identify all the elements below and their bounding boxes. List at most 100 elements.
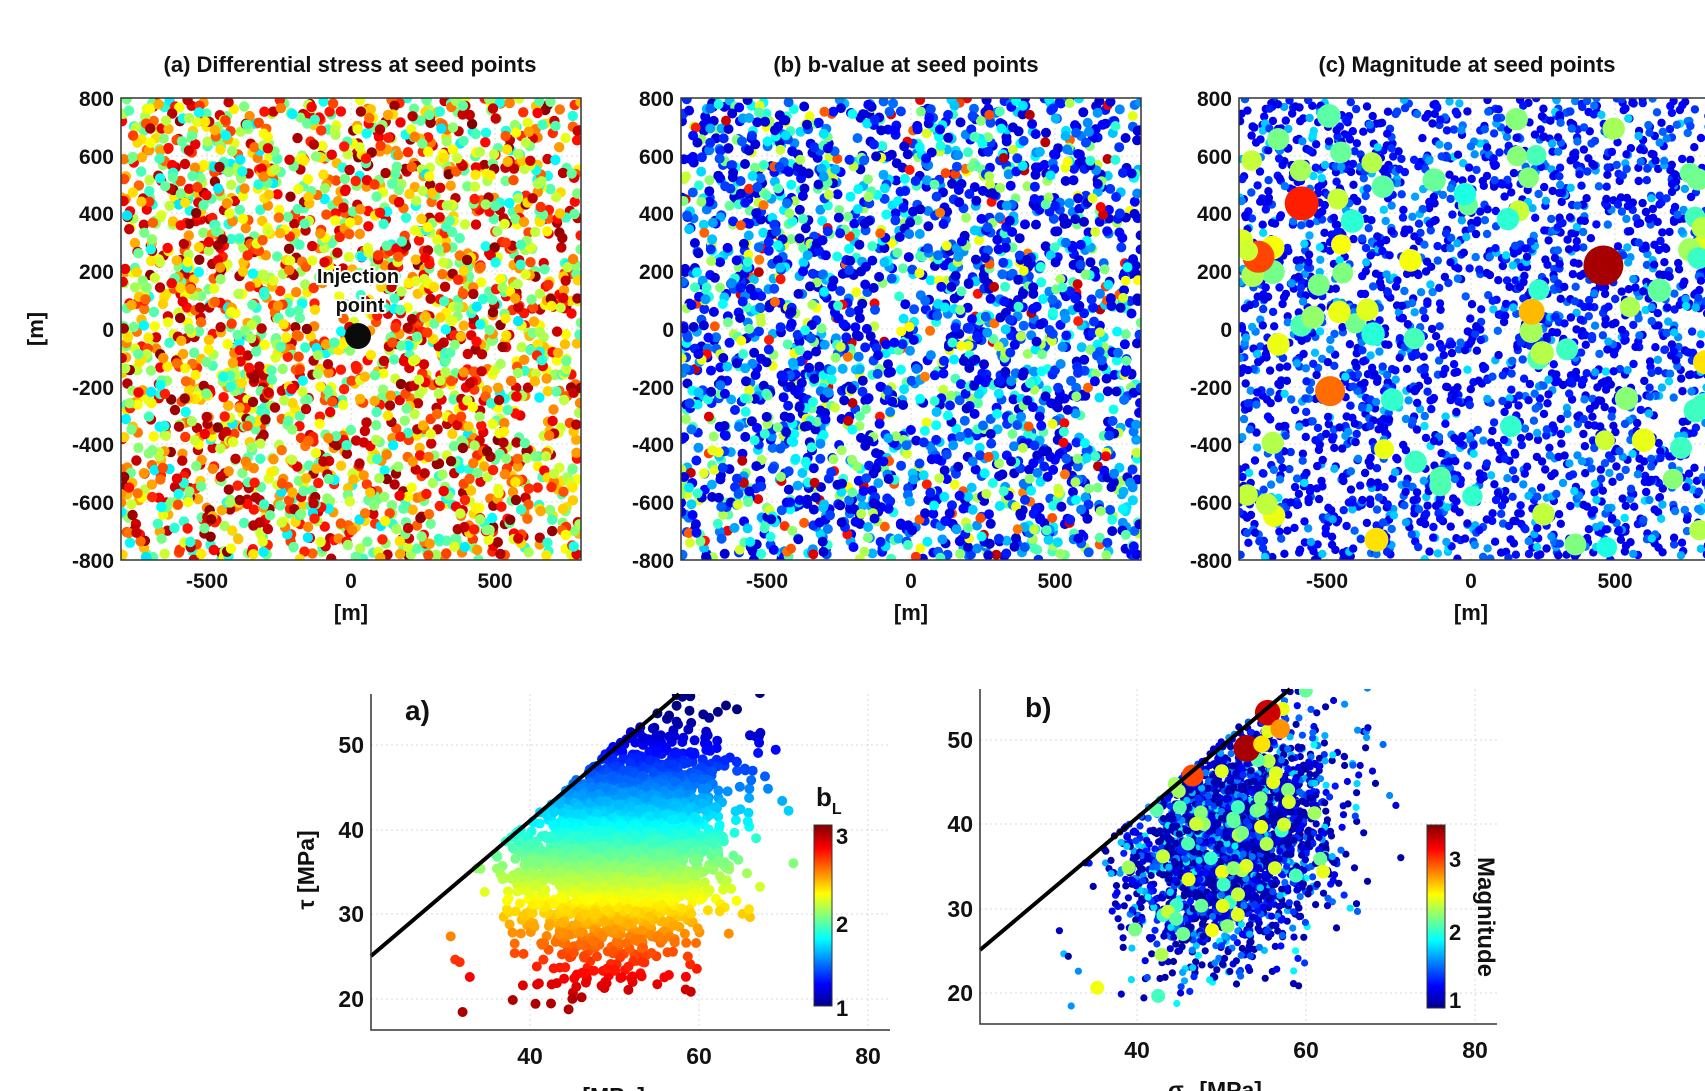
data-point [513, 315, 524, 327]
data-point [297, 386, 308, 397]
data-point [786, 318, 797, 329]
data-point [160, 181, 171, 192]
data-point [344, 228, 355, 240]
data-point [214, 161, 225, 173]
data-point [143, 332, 154, 343]
data-point [735, 188, 746, 199]
data-point [950, 322, 961, 333]
data-point [1059, 218, 1070, 229]
data-point [1060, 313, 1071, 324]
data-point [270, 164, 281, 175]
data-point [171, 473, 183, 484]
data-point [333, 533, 344, 544]
data-point [1037, 349, 1047, 360]
data-point [832, 153, 843, 164]
data-point [193, 266, 204, 278]
data-point [1079, 438, 1090, 449]
data-point [269, 402, 281, 413]
data-point [1116, 242, 1127, 253]
data-point [1110, 154, 1121, 165]
data-point [949, 354, 959, 365]
data-point [507, 486, 519, 498]
data-point [1052, 537, 1063, 548]
data-point [962, 322, 973, 333]
data-point [834, 205, 845, 215]
data-point [154, 282, 166, 293]
data-point [492, 226, 503, 237]
data-point [759, 428, 770, 439]
data-point [701, 282, 712, 293]
data-point [474, 411, 485, 422]
data-point [883, 503, 894, 514]
data-point [233, 534, 244, 545]
data-point [931, 407, 942, 417]
data-point [954, 197, 965, 208]
data-point [833, 212, 844, 223]
data-point [839, 395, 850, 406]
data-point [765, 531, 776, 542]
data-point [830, 352, 841, 363]
data-point [393, 251, 404, 262]
data-point [441, 136, 452, 147]
data-point [495, 358, 506, 370]
data-point [321, 209, 332, 220]
data-point [976, 531, 987, 542]
data-point [1103, 279, 1114, 290]
data-point [199, 116, 211, 127]
data-point [997, 469, 1008, 480]
data-point [523, 499, 534, 510]
data-point [283, 415, 294, 427]
data-point [1036, 420, 1047, 431]
data-point [422, 222, 433, 233]
data-point [815, 438, 826, 449]
data-point [799, 517, 810, 528]
data-point [459, 219, 471, 230]
data-point [996, 123, 1007, 134]
data-point [199, 523, 210, 534]
data-point [234, 345, 245, 356]
data-point [179, 393, 190, 404]
data-point [173, 421, 185, 432]
data-point [275, 285, 286, 297]
data-point [138, 320, 150, 331]
data-point [929, 396, 940, 406]
data-point [532, 482, 543, 493]
y-tick-label: -600 [72, 492, 114, 515]
data-point [853, 305, 864, 316]
data-point [519, 437, 531, 449]
data-point [975, 115, 986, 126]
data-point [502, 156, 513, 167]
data-point [1055, 548, 1066, 559]
data-point [985, 518, 996, 529]
data-point [1011, 166, 1022, 177]
data-point [1050, 113, 1061, 124]
data-point [1022, 254, 1033, 265]
data-point [707, 492, 718, 502]
data-point [903, 252, 914, 263]
data-point [177, 296, 188, 307]
data-point [530, 226, 541, 238]
data-point [842, 351, 853, 362]
data-point [719, 388, 730, 399]
panel-differential-stress: (a) Differential stress at seed points I… [23, 52, 582, 625]
data-point [444, 215, 456, 226]
data-point [575, 382, 581, 394]
data-point [363, 221, 374, 232]
data-point [329, 125, 341, 136]
data-point [939, 355, 949, 366]
data-point [972, 543, 982, 554]
data-point [835, 228, 846, 239]
data-point [201, 190, 212, 201]
data-point [189, 435, 200, 446]
data-point [180, 197, 191, 208]
data-point [852, 461, 863, 472]
data-point [377, 534, 388, 545]
data-point [1098, 209, 1109, 220]
data-point [160, 430, 171, 441]
data-point [764, 334, 774, 345]
data-point [922, 175, 932, 186]
data-point [682, 332, 693, 343]
data-point [268, 275, 279, 286]
data-point [753, 107, 764, 118]
data-point [1062, 144, 1073, 155]
